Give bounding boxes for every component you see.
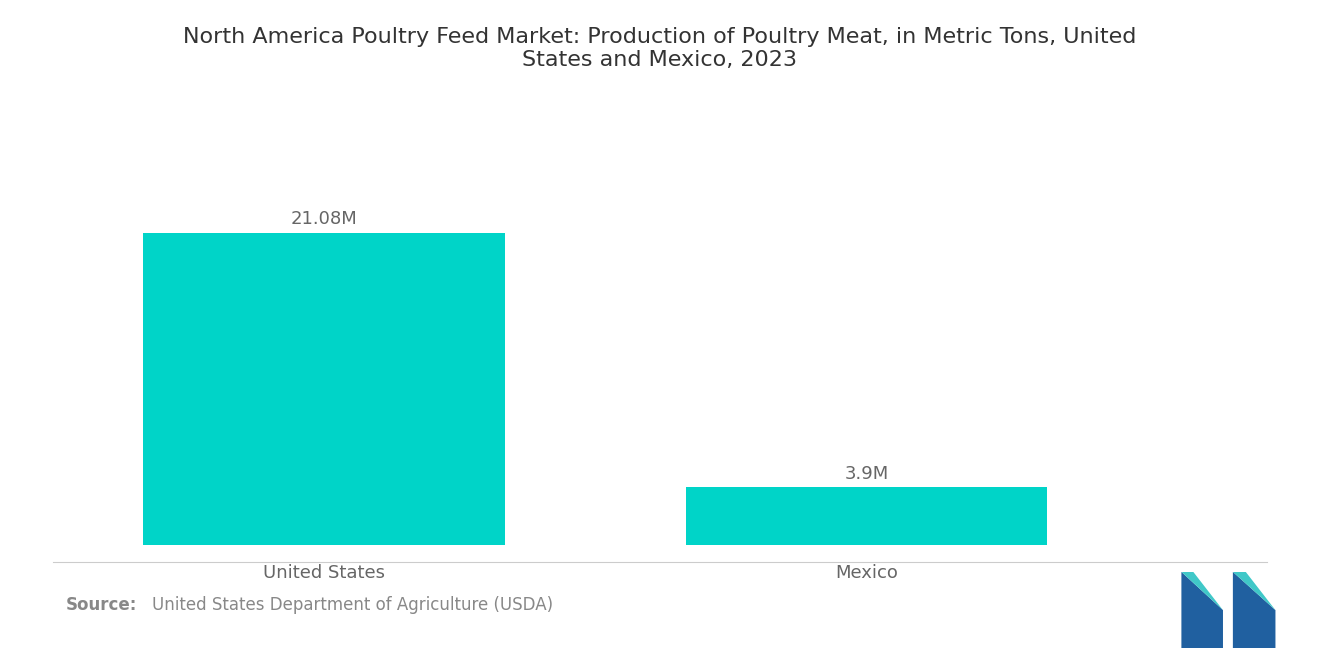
Text: 3.9M: 3.9M xyxy=(845,465,888,483)
Polygon shape xyxy=(1181,572,1222,648)
Text: United States Department of Agriculture (USDA): United States Department of Agriculture … xyxy=(152,596,553,614)
Polygon shape xyxy=(1181,572,1222,610)
Bar xyxy=(686,487,1047,545)
Text: 21.08M: 21.08M xyxy=(290,210,358,228)
Polygon shape xyxy=(1233,572,1275,610)
Bar xyxy=(144,233,506,545)
Text: Source:: Source: xyxy=(66,596,137,614)
Polygon shape xyxy=(1233,572,1275,648)
Text: North America Poultry Feed Market: Production of Poultry Meat, in Metric Tons, U: North America Poultry Feed Market: Produ… xyxy=(183,27,1137,70)
